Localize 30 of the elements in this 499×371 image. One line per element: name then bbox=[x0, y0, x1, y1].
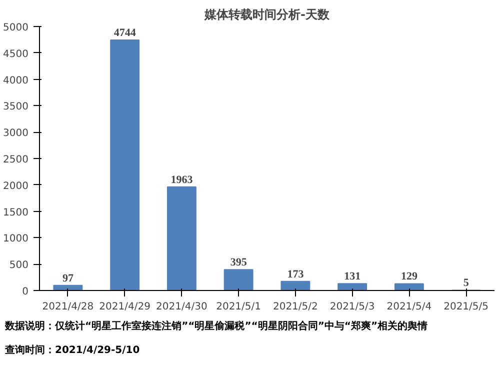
chart-title: 媒体转载时间分析-天数 bbox=[204, 8, 330, 22]
y-tick-label: 2500 bbox=[3, 154, 29, 166]
text: 数据说明：仅统计“明星工作室接连注销”“明星偷漏税”“明星阴阳合同”中与“郑爽”相关的舆情 bbox=[5, 320, 428, 334]
y-tick-label: 4000 bbox=[3, 75, 29, 86]
text: 查询时间：2021/4/29-5/10 bbox=[5, 344, 140, 358]
y-tick-label: 500 bbox=[9, 260, 29, 272]
y-tick-label: 4500 bbox=[3, 48, 29, 60]
x-tick-label: 2021/4/30 bbox=[156, 302, 208, 312]
y-tick-label: 3000 bbox=[3, 128, 29, 140]
data-label: 1963 bbox=[170, 174, 194, 186]
data-label: 131 bbox=[344, 270, 361, 283]
data-label: 4744 bbox=[114, 27, 136, 40]
data-label: 97 bbox=[62, 272, 74, 284]
y-tick-label: 3500 bbox=[3, 102, 29, 113]
data-label: 129 bbox=[400, 270, 418, 283]
x-tick-label: 2021/5/1 bbox=[216, 302, 262, 312]
y-tick-label: 0 bbox=[22, 286, 29, 298]
x-tick-label: 2021/4/28 bbox=[42, 302, 94, 312]
x-tick-label: 2021/5/2 bbox=[272, 302, 318, 312]
y-tick-label: 1000 bbox=[3, 234, 29, 245]
x-tick-label: 2021/4/29 bbox=[99, 302, 150, 312]
data-label: 395 bbox=[230, 256, 248, 269]
x-tick-label: 2021/5/3 bbox=[330, 302, 375, 312]
y-tick-label: 1500 bbox=[3, 207, 29, 218]
data-label: 5 bbox=[463, 277, 470, 290]
data-label: 173 bbox=[287, 268, 304, 280]
y-tick-label: 5000 bbox=[3, 22, 29, 34]
x-tick-label: 2021/5/5 bbox=[444, 302, 489, 312]
x-tick-label: 2021/5/4 bbox=[386, 302, 432, 312]
y-tick-label: 2000 bbox=[3, 180, 29, 192]
